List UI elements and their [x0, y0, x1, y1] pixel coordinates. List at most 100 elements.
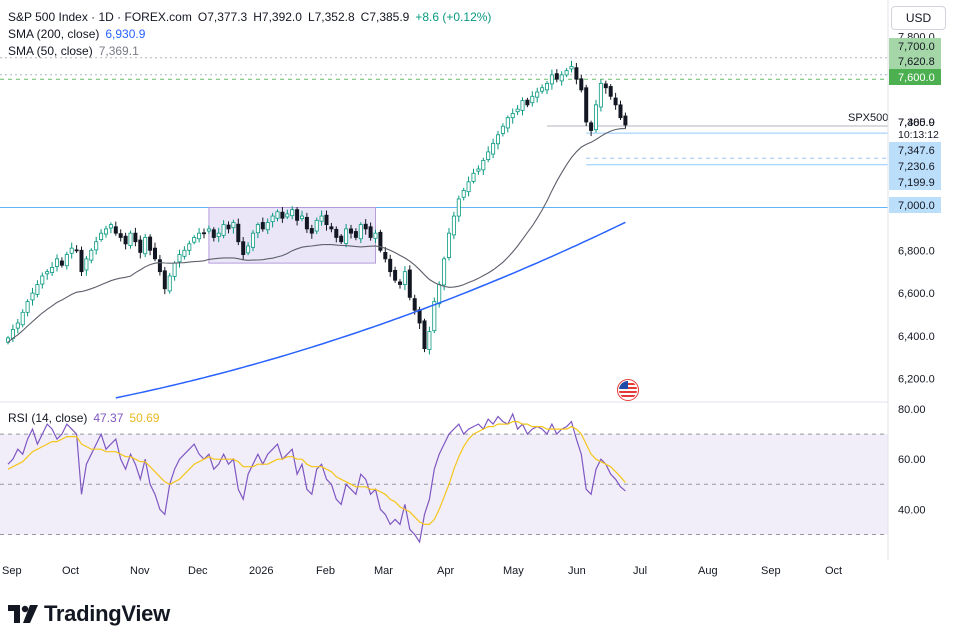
- candle-body: [451, 215, 456, 236]
- price-label-bg: [889, 174, 941, 190]
- candle-body: [133, 232, 138, 243]
- candle-body: [334, 228, 339, 238]
- high-value: H7,392.0: [253, 10, 302, 24]
- candle-body: [221, 224, 226, 236]
- candle-body: [530, 95, 535, 104]
- candle-body: [554, 73, 559, 80]
- candle-body: [618, 104, 623, 119]
- time-axis[interactable]: Sep Oct Nov Dec 2026 Feb Mar Apr May Jun Jul Aug Sep…: [2, 565, 842, 577]
- time-tick-label: May: [503, 565, 524, 577]
- candle-body: [535, 91, 540, 98]
- time-tick-label: Nov: [130, 565, 150, 577]
- currency-button[interactable]: USD: [891, 6, 946, 30]
- candle-body: [397, 281, 402, 285]
- candle-body: [407, 269, 412, 298]
- sma50-value: 7,369.1: [98, 44, 139, 58]
- tradingview-brand[interactable]: TradingView: [8, 601, 170, 627]
- brand-name: TradingView: [44, 601, 170, 626]
- candle-body: [437, 284, 442, 305]
- price-label-bg: [889, 69, 941, 85]
- candle-body: [574, 67, 579, 80]
- price-label-bg: [889, 53, 941, 69]
- candle-body: [427, 331, 432, 350]
- sma200-label: SMA (200, close): [8, 27, 100, 41]
- time-tick-label: Aug: [698, 565, 718, 577]
- candle-body: [241, 241, 246, 255]
- chart-canvas[interactable]: SPX500 7,800.07,600.07,400.07,200.07,000…: [0, 0, 960, 600]
- candle-body: [211, 229, 216, 238]
- low-value: L7,352.8: [307, 10, 355, 24]
- candle-body: [182, 249, 187, 257]
- sma200-legend[interactable]: SMA (200, close) 6,930.9: [8, 26, 151, 42]
- candle-body: [226, 224, 231, 230]
- rsi-legend[interactable]: RSI (14, close) 47.37 50.69: [8, 410, 165, 426]
- price-label: 7,385.9: [898, 117, 935, 129]
- price-axis[interactable]: 7,800.07,600.07,400.07,200.07,000.06,800…: [889, 31, 941, 386]
- candle-body: [236, 223, 241, 243]
- us-flag-event-icon[interactable]: [617, 379, 639, 401]
- candle-body: [250, 232, 255, 248]
- price-label-bg: [889, 142, 941, 158]
- candle-body: [422, 320, 427, 350]
- candle-body: [353, 231, 358, 238]
- candle-body: [123, 235, 128, 245]
- candle-body: [491, 142, 496, 155]
- candle-body: [363, 223, 368, 230]
- time-tick-label: Sep: [2, 565, 22, 577]
- candle-body: [74, 249, 79, 252]
- candle-body: [569, 65, 574, 70]
- candle-body: [143, 237, 148, 255]
- candle-body: [64, 254, 69, 267]
- candle-body: [152, 247, 157, 260]
- candle-body: [104, 228, 109, 235]
- candle-body: [598, 83, 603, 108]
- candle-body: [368, 226, 373, 238]
- change-value: +8.6 (+0.12%): [415, 10, 492, 24]
- price-label: 10:13:12: [898, 129, 939, 141]
- candle-body: [255, 224, 260, 234]
- candle-body: [177, 254, 182, 263]
- candle-body: [40, 275, 45, 285]
- rsi-label: RSI (14, close): [8, 411, 88, 425]
- candle-body: [197, 232, 202, 240]
- time-tick-label: Jul: [633, 565, 647, 577]
- candle-body: [348, 228, 353, 234]
- candle-body: [89, 249, 94, 261]
- price-tick-label: 6,800.0: [898, 245, 935, 257]
- candle-body: [304, 216, 309, 230]
- candle-body: [378, 231, 383, 251]
- candle-body: [201, 232, 206, 235]
- candle-body: [35, 284, 40, 295]
- candle-body: [108, 224, 113, 229]
- candle-body: [373, 232, 378, 239]
- candle-body: [525, 99, 530, 106]
- candle-body: [265, 222, 270, 231]
- time-tick-label: Oct: [62, 565, 79, 577]
- candle-body: [99, 232, 104, 240]
- price-label: 7,347.6: [898, 145, 935, 157]
- candle-body: [495, 134, 500, 145]
- candle-body: [446, 232, 451, 258]
- price-label: 7,000.0: [898, 200, 935, 212]
- candle-body: [260, 222, 265, 230]
- sma200-line: [115, 221, 626, 399]
- rsi-ma-line: [7, 421, 626, 525]
- sma50-line: [7, 128, 626, 343]
- candle-body: [329, 226, 334, 230]
- candle-body: [559, 74, 564, 82]
- time-tick-label: Apr: [437, 565, 454, 577]
- candle-body: [246, 245, 251, 254]
- candle-body: [545, 83, 550, 91]
- candle-body: [520, 100, 525, 111]
- candle-body: [84, 258, 89, 271]
- time-tick-label: Jun: [568, 565, 586, 577]
- time-tick-label: 2026: [249, 565, 273, 577]
- candle-body: [94, 241, 99, 251]
- candle-body: [623, 115, 628, 126]
- candle-body: [25, 301, 30, 313]
- sma50-legend[interactable]: SMA (50, close) 7,369.1: [8, 43, 145, 59]
- rsi-tick-label: 60.00: [898, 454, 926, 466]
- candle-body: [138, 239, 143, 253]
- candle-body: [549, 74, 554, 85]
- candle-body: [187, 243, 192, 251]
